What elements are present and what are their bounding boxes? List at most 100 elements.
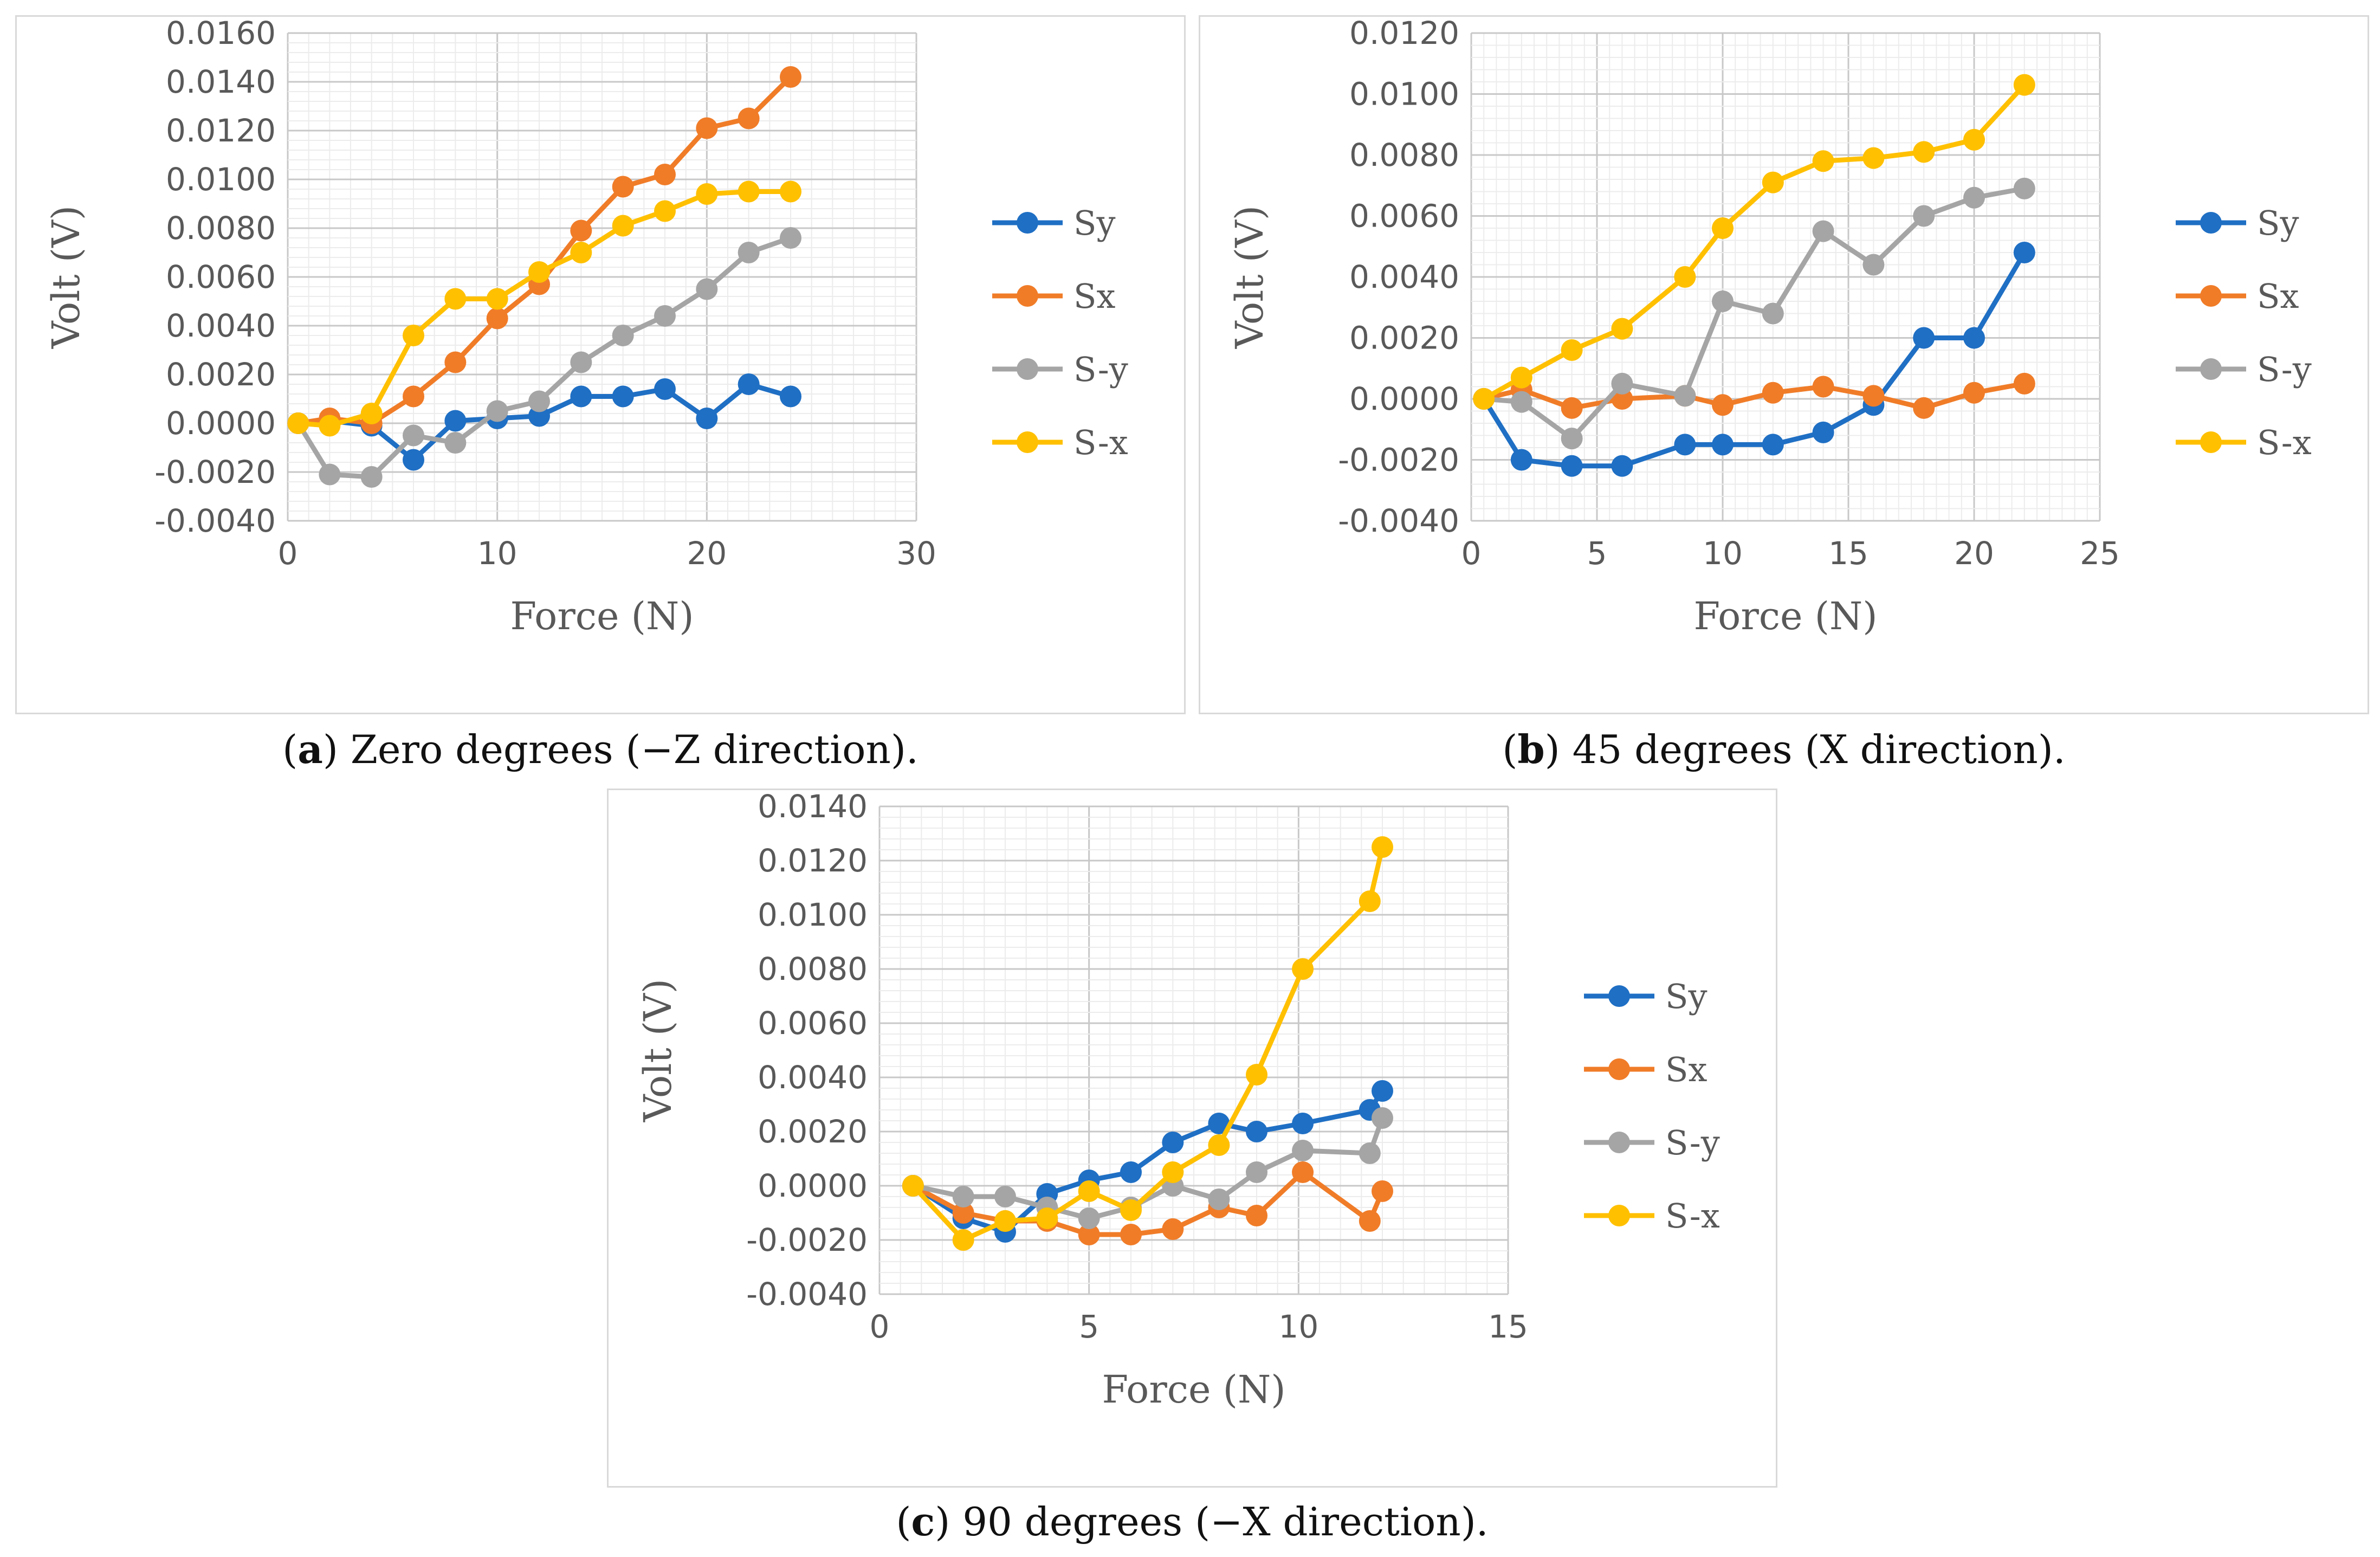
chart-a-point-S-x <box>528 261 550 283</box>
chart-b-series-S-x <box>1473 74 2035 410</box>
chart-b-point-Sy <box>1561 455 1583 477</box>
chart-b-point-Sy <box>1762 434 1784 456</box>
chart-c-point-S-x <box>1162 1161 1184 1183</box>
chart-b-point-Sy <box>1674 434 1696 456</box>
chart-a-point-Sy <box>696 408 718 429</box>
chart-c-point-S-x <box>1120 1199 1142 1221</box>
chart-b-point-Sx <box>1712 394 1734 416</box>
chart-b-point-S-x <box>1510 366 1532 389</box>
chart-a-xtick-label: 30 <box>896 535 936 572</box>
chart-a-point-Sx <box>444 351 467 373</box>
chart-a-legend: Sy Sx S-y S-x <box>992 203 1128 462</box>
chart-a-ytick-label: -0.0020 <box>154 454 276 490</box>
chart-c-legend-label-S-y: S-y <box>1665 1123 1720 1162</box>
chart-c-point-S-y <box>1359 1142 1381 1164</box>
chart-a-legend-marker-Sy <box>1017 212 1038 234</box>
chart-a-point-S-x <box>696 183 718 205</box>
chart-a-point-S-y <box>570 351 592 373</box>
caption-a-text: ) Zero degrees (−Z direction). <box>322 727 919 772</box>
chart-c-legend-marker-Sx <box>1608 1058 1630 1080</box>
chart-c-point-S-x <box>994 1210 1016 1232</box>
chart-c-point-Sy <box>1292 1113 1314 1134</box>
chart-b-point-S-y <box>1963 186 1985 209</box>
chart-a-point-S-y <box>654 305 676 327</box>
chart-c-ytick-label: 0.0040 <box>758 1059 868 1096</box>
chart-panel-b: -0.0040 -0.0020 0.0000 0.0020 0.0040 0.0060 0.… <box>1199 15 2369 714</box>
chart-a-point-S-y <box>360 466 383 488</box>
chart-c-point-S-x <box>1372 836 1393 858</box>
chart-c-point-S-x <box>1359 890 1381 912</box>
chart-b-xtick-label: 10 <box>1703 535 1743 572</box>
chart-c-point-Sx <box>952 1202 974 1224</box>
chart-c-point-Sx <box>1246 1205 1267 1226</box>
chart-c-ytick-label: 0.0120 <box>758 842 868 879</box>
chart-b-point-S-x <box>1963 128 1985 151</box>
chart-c-legend-label-S-x: S-x <box>1665 1196 1720 1236</box>
chart-a-point-S-x <box>319 415 341 437</box>
chart-a-point-Sx <box>696 117 718 139</box>
chart-b-point-S-y <box>1812 220 1834 242</box>
chart-panel-a: -0.0040 -0.0020 0.0000 0.0020 0.0040 0.0060 0.… <box>15 15 1186 714</box>
chart-a-series-S-y <box>287 227 801 488</box>
chart-b-xtick-label: 15 <box>1828 535 1868 572</box>
chart-b-series-Sx <box>1473 372 2035 419</box>
chart-c-point-S-x <box>1246 1064 1267 1086</box>
chart-a-legend-marker-Sx <box>1017 285 1038 307</box>
chart-c-point-Sy <box>1372 1080 1393 1102</box>
caption-c-letter: c <box>911 1498 935 1545</box>
chart-b-ytick-label: 0.0000 <box>1349 380 1459 417</box>
chart-b-point-Sx <box>1812 376 1834 398</box>
caption-c-text: ) 90 degrees (−X direction). <box>935 1499 1489 1545</box>
chart-a-legend-marker-S-y <box>1017 358 1038 380</box>
chart-b-legend-label-S-x: S-x <box>2257 423 2312 462</box>
chart-a-point-Sy <box>403 449 424 471</box>
chart-a-point-S-x <box>570 242 592 263</box>
chart-b-xtick-label: 0 <box>1461 535 1482 572</box>
chart-a-point-S-y <box>444 432 467 454</box>
chart-b-legend-label-Sy: Sy <box>2257 203 2299 243</box>
chart-a-point-S-y <box>612 325 634 346</box>
caption-b-text: ) 45 degrees (X direction). <box>1544 727 2066 772</box>
chart-a-point-Sx <box>486 307 508 330</box>
chart-b-ylabel: Volt (V) <box>1227 205 1272 349</box>
chart-b-point-S-x <box>1561 339 1583 361</box>
chart-a-ytick-label: 0.0160 <box>166 15 276 51</box>
chart-b-point-Sx <box>1762 382 1784 404</box>
chart-a-point-S-x <box>738 180 760 203</box>
chart-c-ytick-label: -0.0040 <box>746 1276 868 1313</box>
chart-c-point-Sy <box>1208 1113 1230 1134</box>
chart-a-point-S-x <box>287 412 309 434</box>
chart-a-point-S-x <box>780 180 801 203</box>
caption-b: (b) 45 degrees (X direction). <box>1199 726 2369 772</box>
caption-c-open: ( <box>896 1499 911 1545</box>
chart-b-legend-marker-Sy <box>2200 212 2222 234</box>
chart-c-point-Sx <box>1162 1218 1184 1240</box>
chart-b-point-Sy <box>1812 421 1834 443</box>
chart-a-point-Sx <box>403 385 424 408</box>
caption-a: (a) Zero degrees (−Z direction). <box>15 726 1186 772</box>
chart-c-legend-label-Sy: Sy <box>1665 977 1708 1016</box>
chart-a-xtick-label: 10 <box>477 535 518 572</box>
chart-a-ytick-label: 0.0100 <box>166 161 276 198</box>
chart-c-point-S-x <box>952 1229 974 1251</box>
chart-c-legend-marker-S-y <box>1608 1132 1630 1153</box>
chart-c-legend-marker-Sy <box>1608 985 1630 1007</box>
chart-b-point-S-y <box>1510 391 1532 413</box>
chart-a-point-Sx <box>780 66 801 88</box>
chart-b-point-S-y <box>1762 302 1784 325</box>
chart-c-point-S-x <box>1036 1207 1058 1229</box>
chart-b-point-Sx <box>1862 385 1885 407</box>
chart-b-point-S-x <box>1473 388 1495 410</box>
chart-b-legend-marker-S-y <box>2200 358 2222 380</box>
chart-a-ytick-label: 0.0040 <box>166 307 276 344</box>
chart-b-point-Sy <box>1913 327 1935 349</box>
chart-b-point-S-y <box>1712 290 1734 312</box>
chart-c-xtick-label: 10 <box>1278 1308 1318 1345</box>
chart-c-ytick-label: 0.0000 <box>758 1167 868 1204</box>
chart-b-point-S-y <box>1913 205 1935 227</box>
chart-b-point-S-x <box>1862 147 1885 169</box>
chart-b-xtick-label: 5 <box>1587 535 1607 572</box>
chart-c-point-S-y <box>1246 1161 1267 1183</box>
chart-a-point-Sy <box>570 385 592 408</box>
chart-b-point-Sx <box>1913 397 1935 419</box>
